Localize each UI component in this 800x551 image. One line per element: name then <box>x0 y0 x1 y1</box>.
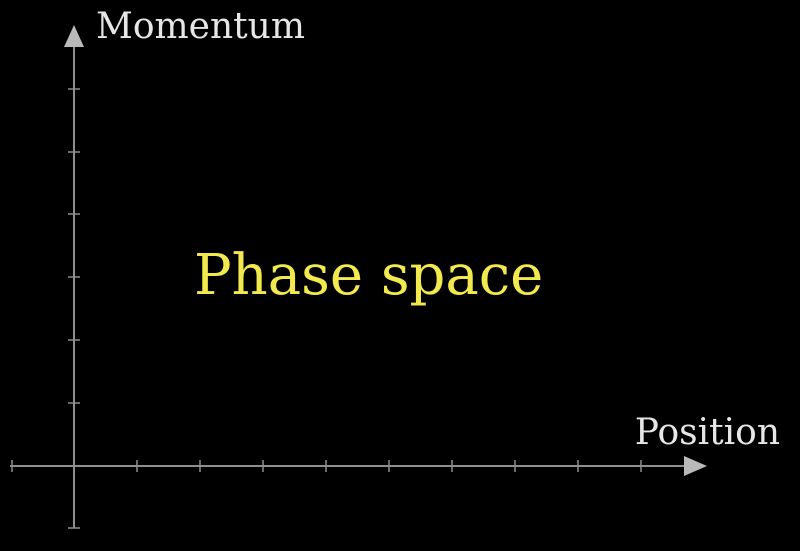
x-axis-label: Position <box>635 412 780 453</box>
y-axis-arrowhead-icon <box>64 25 84 47</box>
x-axis-arrowhead-icon <box>684 456 707 476</box>
y-axis-label: Momentum <box>96 6 305 47</box>
phase-space-label: Phase space <box>194 243 543 308</box>
